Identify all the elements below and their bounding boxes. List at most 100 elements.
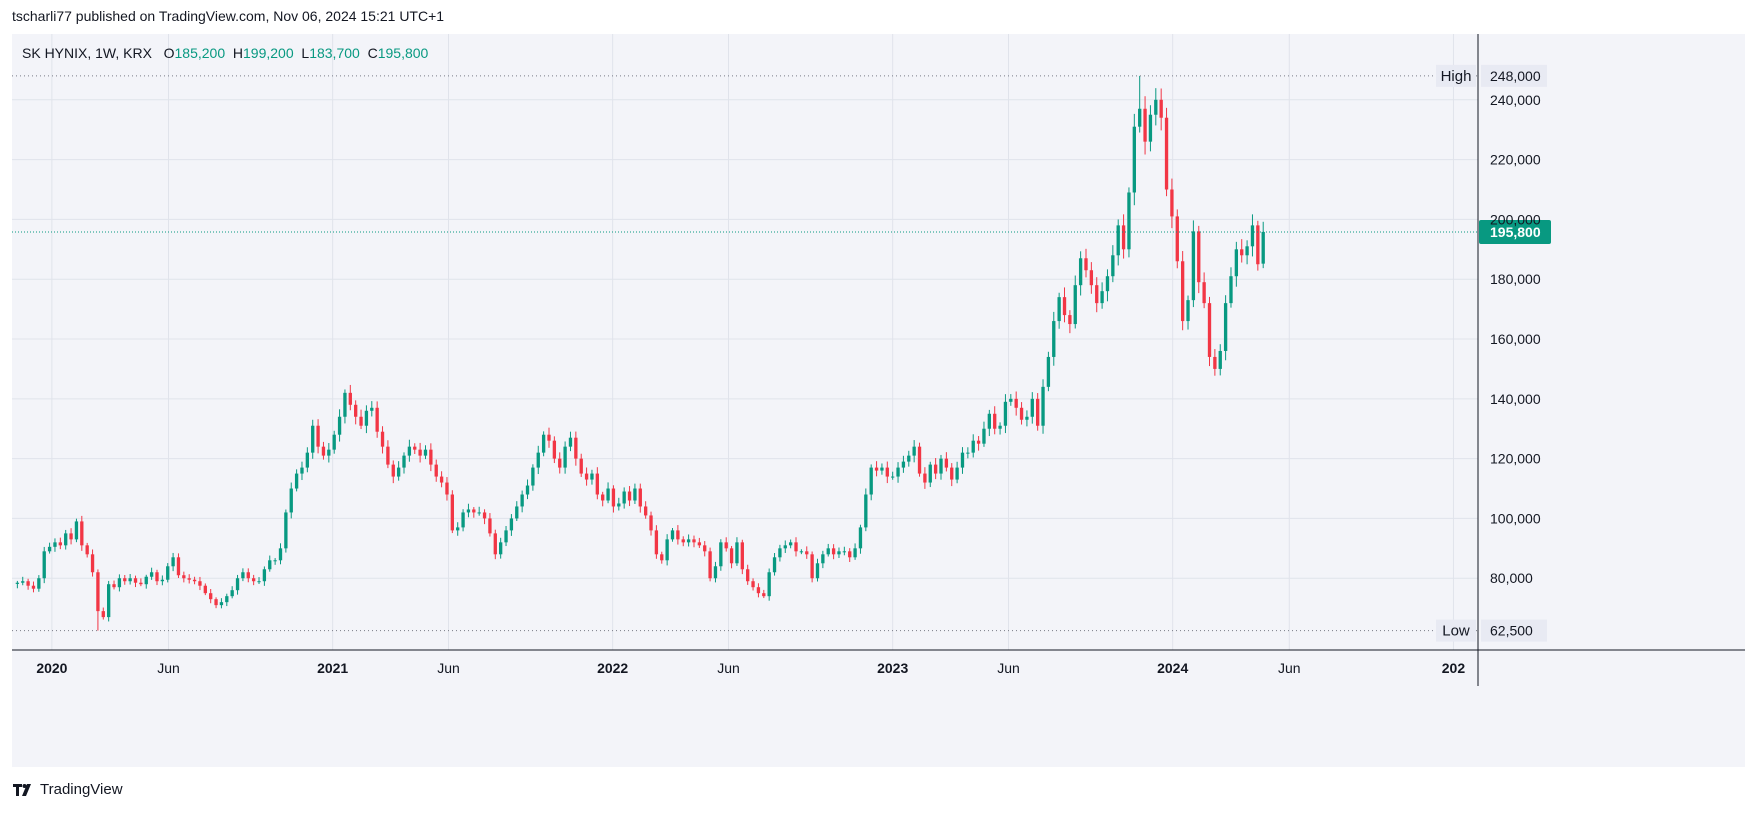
close-label: C — [367, 45, 378, 61]
x-tick-label: 2020 — [36, 660, 67, 676]
y-tick-label: 140,000 — [1490, 391, 1541, 407]
high-value-box — [1481, 64, 1547, 87]
candle-body — [880, 467, 884, 471]
candle-body — [343, 392, 347, 417]
candle-body — [96, 572, 100, 612]
candle-body — [1003, 401, 1008, 426]
candle-body — [595, 473, 599, 495]
candle-body — [273, 560, 277, 562]
y-tick-label: 120,000 — [1490, 451, 1541, 467]
candle-body — [90, 554, 95, 573]
candle-body — [772, 557, 777, 573]
candle-body — [1250, 225, 1255, 247]
candle-body — [69, 533, 73, 540]
candle-body — [472, 509, 476, 513]
candle-body — [950, 467, 954, 480]
candle-body — [944, 458, 949, 468]
candle-body — [729, 548, 734, 564]
x-tick-label: Jun — [1278, 660, 1301, 676]
candle-body — [445, 482, 449, 495]
candle-body — [993, 413, 997, 429]
candle-body — [858, 527, 863, 549]
candle-body — [1138, 108, 1142, 127]
candle-body — [552, 440, 557, 459]
x-tick-label: 2023 — [877, 660, 908, 676]
high-tag-label: High — [1441, 68, 1472, 85]
candle-body — [499, 542, 503, 555]
candle-body — [1229, 276, 1233, 304]
y-tick-label: 160,000 — [1490, 331, 1541, 347]
candle-body — [633, 488, 637, 501]
candle-body — [316, 425, 320, 447]
candle-body — [171, 557, 175, 567]
y-tick-label: 100,000 — [1490, 510, 1541, 526]
y-tick-label: 200,000 — [1490, 211, 1541, 227]
low-tag-label: Low — [1442, 623, 1470, 640]
candle-body — [1068, 315, 1072, 325]
candle-body — [1218, 350, 1222, 369]
candle-body — [740, 542, 744, 570]
candle-body — [370, 407, 374, 411]
candle-body — [1132, 126, 1136, 193]
candle-body — [783, 545, 787, 549]
candle-body — [423, 449, 428, 456]
candle-body — [676, 530, 680, 540]
candle-body — [1159, 99, 1163, 118]
low-value-box — [1481, 619, 1547, 642]
candle-body — [284, 512, 288, 549]
candle-body — [1089, 270, 1094, 286]
candle-body — [837, 551, 841, 555]
candle-body — [1009, 398, 1013, 402]
candle-body — [606, 488, 610, 501]
symbol-legend: SK HYNIX, 1W, KRX O185,200 H199,200 L183… — [22, 45, 428, 61]
candle-body — [665, 539, 669, 561]
candle-body — [133, 578, 138, 583]
candle-body — [912, 446, 916, 456]
candle-body — [466, 509, 471, 513]
candle-body — [869, 467, 873, 495]
candle-body — [1240, 249, 1244, 256]
candle-body — [294, 473, 299, 489]
candle-body — [413, 446, 417, 450]
candle-body — [901, 461, 906, 468]
candle-body — [1100, 291, 1104, 304]
candle-body — [821, 554, 825, 564]
candle-body — [85, 545, 89, 555]
candle-body — [429, 449, 433, 465]
candle-body — [493, 533, 497, 555]
candle-body — [966, 452, 970, 454]
candle-body — [321, 446, 326, 456]
candle-body — [434, 464, 438, 477]
candle-body — [788, 542, 793, 546]
candle-body — [960, 452, 965, 468]
candle-body — [794, 542, 798, 552]
candle-body — [219, 602, 224, 606]
candle-body — [708, 551, 712, 579]
candle-body — [1143, 108, 1147, 142]
chart-pane[interactable] — [12, 34, 1745, 767]
y-tick-label: 180,000 — [1490, 271, 1541, 287]
candle-body — [1019, 407, 1024, 420]
candle-body — [42, 551, 46, 579]
tradingview-logo-icon — [13, 783, 31, 796]
candle-body — [106, 584, 111, 618]
candle-body — [268, 560, 272, 570]
footer-brand[interactable]: TradingView — [12, 781, 123, 798]
candle-body — [439, 476, 444, 483]
candle-body — [998, 425, 1002, 429]
high-label: H — [232, 45, 244, 61]
candle-body — [139, 582, 143, 585]
candle-body — [1223, 303, 1228, 351]
candle-body — [762, 593, 766, 597]
candle-body — [64, 533, 68, 546]
candle-body — [1127, 192, 1131, 250]
candle-body — [874, 467, 879, 471]
candle-body — [74, 521, 79, 540]
candle-body — [1116, 225, 1120, 256]
x-tick-label: 202 — [1442, 660, 1466, 676]
candle-body — [719, 542, 723, 567]
candle-body — [1046, 356, 1051, 387]
candle-body — [1030, 398, 1034, 417]
candle-body — [670, 530, 675, 540]
